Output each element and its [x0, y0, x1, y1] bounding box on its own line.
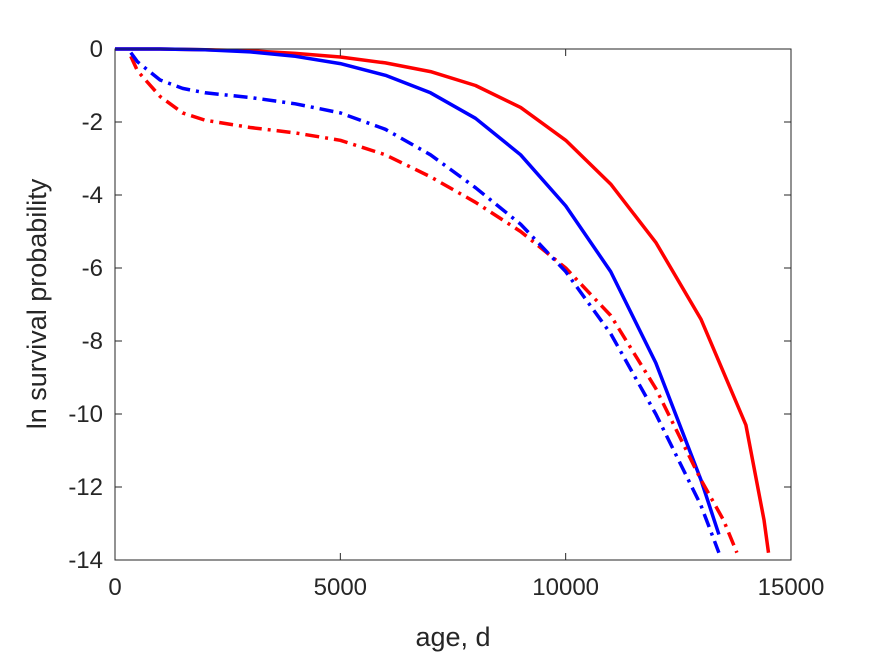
series-layer [115, 47, 771, 554]
tick-label-layer: 0 5000 10000 15000 0 -2 -4 -6 -8 -10 -12 -14 [68, 36, 824, 601]
y-tick-label: 0 [90, 36, 103, 63]
series-line-3-dashdot [129, 51, 721, 554]
y-tick-label: -4 [82, 182, 103, 209]
plot-area [115, 49, 791, 560]
y-tick-label: -10 [68, 401, 103, 428]
y-tick-label: -12 [68, 474, 103, 501]
series-line-1-solid [115, 47, 721, 536]
y-axis-label: ln survival probability [22, 178, 52, 429]
y-tick-label: -2 [82, 109, 103, 136]
y-tick-label: -8 [82, 328, 103, 355]
x-tick-label: 15000 [758, 574, 825, 601]
plot-frame [114, 48, 792, 561]
y-tick-label: -6 [82, 255, 103, 282]
x-tick-label: 10000 [532, 574, 599, 601]
x-axis-label: age, d [415, 622, 490, 652]
x-tick-label: 0 [108, 574, 121, 601]
y-tick-label: -14 [68, 547, 103, 574]
x-tick-label: 5000 [314, 574, 367, 601]
series-line-2-dashdot [129, 55, 739, 554]
